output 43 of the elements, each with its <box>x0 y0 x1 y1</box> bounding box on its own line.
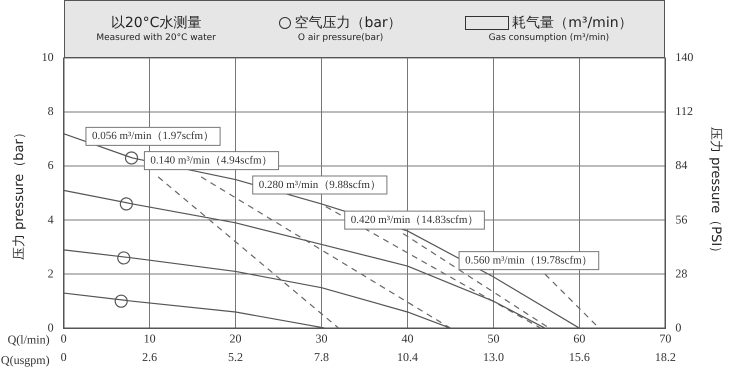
y2-axis-title: 压力 pressure（PSI） <box>708 126 723 260</box>
x2-tick-label: 15.6 <box>568 350 590 364</box>
text: Gas consumption (m³/min) <box>488 32 610 44</box>
y2-tick-label: 112 <box>675 104 693 118</box>
y2-tick-label: 28 <box>675 266 688 280</box>
annotation: 0.420 m³/min（14.83scfm） <box>350 214 478 226</box>
annotation: 0.056 m³/min（1.97scfm） <box>92 130 214 142</box>
x2-tick-label: 2.6 <box>142 350 158 364</box>
x-tick-label: 40 <box>401 332 414 346</box>
x2-tick-label: 0 <box>60 350 67 364</box>
x-tick-label: 70 <box>659 332 672 346</box>
x2-axis-title: Q(usgpm) <box>0 352 50 367</box>
annotation: 0.140 m³/min（4.94scfm） <box>150 154 273 167</box>
x-tick-label: 20 <box>230 332 242 346</box>
text: 耗气量（m³/min） <box>512 14 633 32</box>
y-tick-label: 8 <box>48 104 54 118</box>
chart-subtitle: Measured with 20°C water <box>96 32 216 44</box>
x2-tick-label: 18.2 <box>654 350 676 364</box>
y-tick-label: 10 <box>42 50 54 64</box>
x-tick-label: 30 <box>316 332 328 346</box>
chart-title: 以20°C水测量 <box>110 14 202 32</box>
x2-tick-label: 7.8 <box>314 350 330 364</box>
x-tick-label: 60 <box>573 332 586 346</box>
x2-tick-label: 13.0 <box>482 350 504 364</box>
y-tick-label: 2 <box>48 266 54 280</box>
text: O air pressure(bar) <box>296 32 384 44</box>
x-tick-label: 50 <box>487 332 500 346</box>
x2-tick-label: 10.4 <box>396 350 418 364</box>
annotation: 0.280 m³/min（9.88scfm） <box>258 178 381 191</box>
x-axis-title: Q(l/min) <box>8 332 50 346</box>
y2-tick-label: 84 <box>675 158 688 172</box>
text: 空气压力（bar） <box>294 14 402 32</box>
y-axis-title: 压力 pressure（bar） <box>12 126 28 260</box>
x-tick-label: 10 <box>144 332 156 346</box>
x-tick-label: 0 <box>60 332 67 346</box>
y-tick-label: 0 <box>48 320 54 334</box>
x2-tick-label: 5.2 <box>228 350 244 364</box>
annotation: 0.560 m³/min（19.78scfm） <box>465 254 593 267</box>
y2-tick-label: 140 <box>675 50 694 64</box>
y-tick-label: 6 <box>48 158 54 172</box>
y2-tick-label: 0 <box>675 320 682 334</box>
y-tick-label: 4 <box>48 212 54 226</box>
y2-tick-label: 56 <box>675 212 688 226</box>
